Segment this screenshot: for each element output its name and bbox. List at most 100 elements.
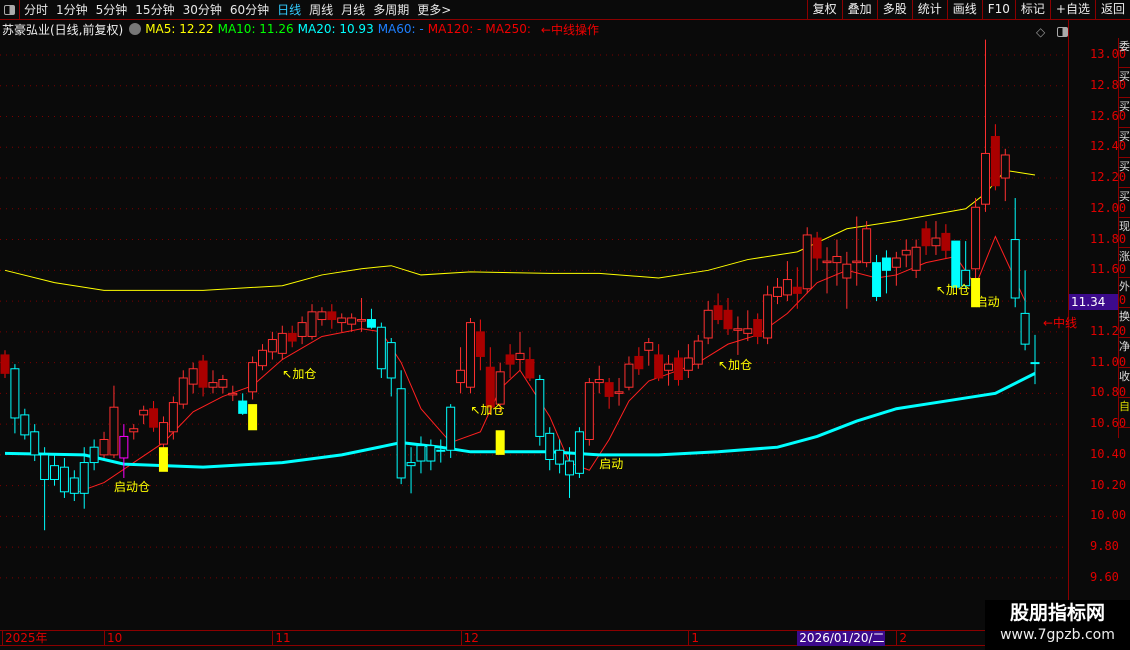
candle-body [149,408,159,428]
candle-body [327,311,337,321]
candle-body [525,359,535,379]
candle-body [604,382,614,397]
candle-body [129,428,139,433]
candle-body [891,257,901,268]
right-side-panel-tabs[interactable]: 委买买买买买现涨外换净收自 [1118,38,1130,438]
candle-body [574,431,584,474]
toolbar-button-6[interactable]: 标记 [1014,0,1050,20]
candle-body [584,382,594,440]
candle-body [357,319,367,322]
candle-body [832,255,842,264]
signal-label: ↖加仓 [282,367,317,382]
candle-body [277,332,287,354]
candle-body [802,234,812,290]
candle-body [673,357,683,381]
candle-body [376,326,386,370]
price-label: 11.20 [1090,323,1127,338]
period-tab-0[interactable]: 分时 [24,3,49,17]
price-label: 11.60 [1090,262,1127,277]
panel-toggle-icon[interactable] [1055,22,1069,41]
candle-body [386,342,396,379]
price-label: 12.60 [1090,108,1127,123]
signal-label: ↖加仓 [470,402,505,417]
candle-body [168,402,178,433]
toolbar-button-0[interactable]: 复权 [806,0,842,20]
candle-body [218,379,228,388]
candle-body [109,406,119,456]
candle-body [723,309,733,330]
candle-body [396,388,406,479]
candle-body [347,317,357,325]
candle-body [1000,154,1010,179]
period-tab-9[interactable]: 多周期 [373,3,410,17]
candlestick-chart[interactable] [0,0,1068,630]
candle-body [119,435,129,459]
panel-icon [4,4,15,15]
signal-bar [495,430,505,455]
candle-body [763,294,773,339]
candle-body [317,311,327,321]
candle-body [683,357,693,371]
period-tab-7[interactable]: 周线 [309,3,334,17]
date-label: 2 [896,631,907,646]
settings-dropdown-icon[interactable] [129,23,142,35]
candle-body [1020,312,1030,345]
price-label: 10.80 [1090,385,1127,400]
period-tab-2[interactable]: 5分钟 [95,3,128,17]
ma120-value: MA120: - [427,22,482,36]
signal-label: 启动 [599,456,624,471]
price-label: 9.80 [1090,539,1119,554]
candle-body [881,257,891,271]
diamond-icon[interactable]: ◇ [1036,24,1046,39]
date-label: 12 [460,631,479,646]
candle-body [475,331,485,357]
period-tab-8[interactable]: 月线 [341,3,366,17]
candle-body [20,414,30,436]
price-label: 10.20 [1090,477,1127,492]
line-base [4,372,1036,469]
toolbar-button-4[interactable]: 画线 [946,0,982,20]
signal-label: ↖加仓 [935,282,971,297]
indicator-info-bar: 苏豪弘业(日线,前复权) MA5: 12.22 MA10: 11.26 MA20… [0,20,1068,38]
candle-body [79,462,89,494]
candle-body [208,382,218,388]
candle-body [99,439,109,456]
toolbar-button-1[interactable]: 叠加 [841,0,877,20]
period-toolbar: 分时 1分钟 5分钟 15分钟 30分钟 60分钟 日线 周线 月线 多周期 更多> 复权 叠加 多股统… [0,0,1130,20]
toolbar-button-8[interactable]: 返回 [1094,0,1130,20]
signal-bar [248,404,258,431]
period-tab-3[interactable]: 15分钟 [135,3,175,17]
candle-body [951,240,961,288]
price-label: 12.40 [1090,139,1127,154]
candle-body [931,237,941,247]
toolbar-button-7[interactable]: +自选 [1049,0,1095,20]
toolbar-button-3[interactable]: 统计 [911,0,947,20]
toolbar-button-2[interactable]: 多股 [876,0,912,20]
period-tab-4[interactable]: 30分钟 [182,3,222,17]
candle-body [139,409,149,416]
date-label: 1 [688,631,699,646]
price-label: 9.60 [1090,569,1119,584]
candle-body [436,449,446,452]
candle-body [753,319,763,337]
period-tab-6[interactable]: 日线 [277,3,302,17]
candle-body [198,360,208,388]
candle-body [792,286,802,294]
date-axis: 2025年 10 11 12 1 2026/01/20/二 2 [0,630,1130,646]
period-tab-1[interactable]: 1分钟 [56,3,88,17]
candle-body [822,260,832,264]
date-label: 10 [104,631,122,646]
period-tab-10[interactable]: 更多> [417,3,452,17]
candle-body [287,332,297,342]
candle-body [594,379,604,384]
price-label: 10.60 [1090,416,1127,431]
candle-body [258,349,267,367]
candle-body [238,400,248,414]
panel-toggle-button[interactable] [0,0,20,19]
period-tab-5[interactable]: 60分钟 [229,3,270,17]
candle-body [911,246,921,271]
candle-body [941,232,951,251]
candle-body [545,432,555,460]
toolbar-button-5[interactable]: F10 [981,0,1015,20]
candle-body [872,262,882,297]
